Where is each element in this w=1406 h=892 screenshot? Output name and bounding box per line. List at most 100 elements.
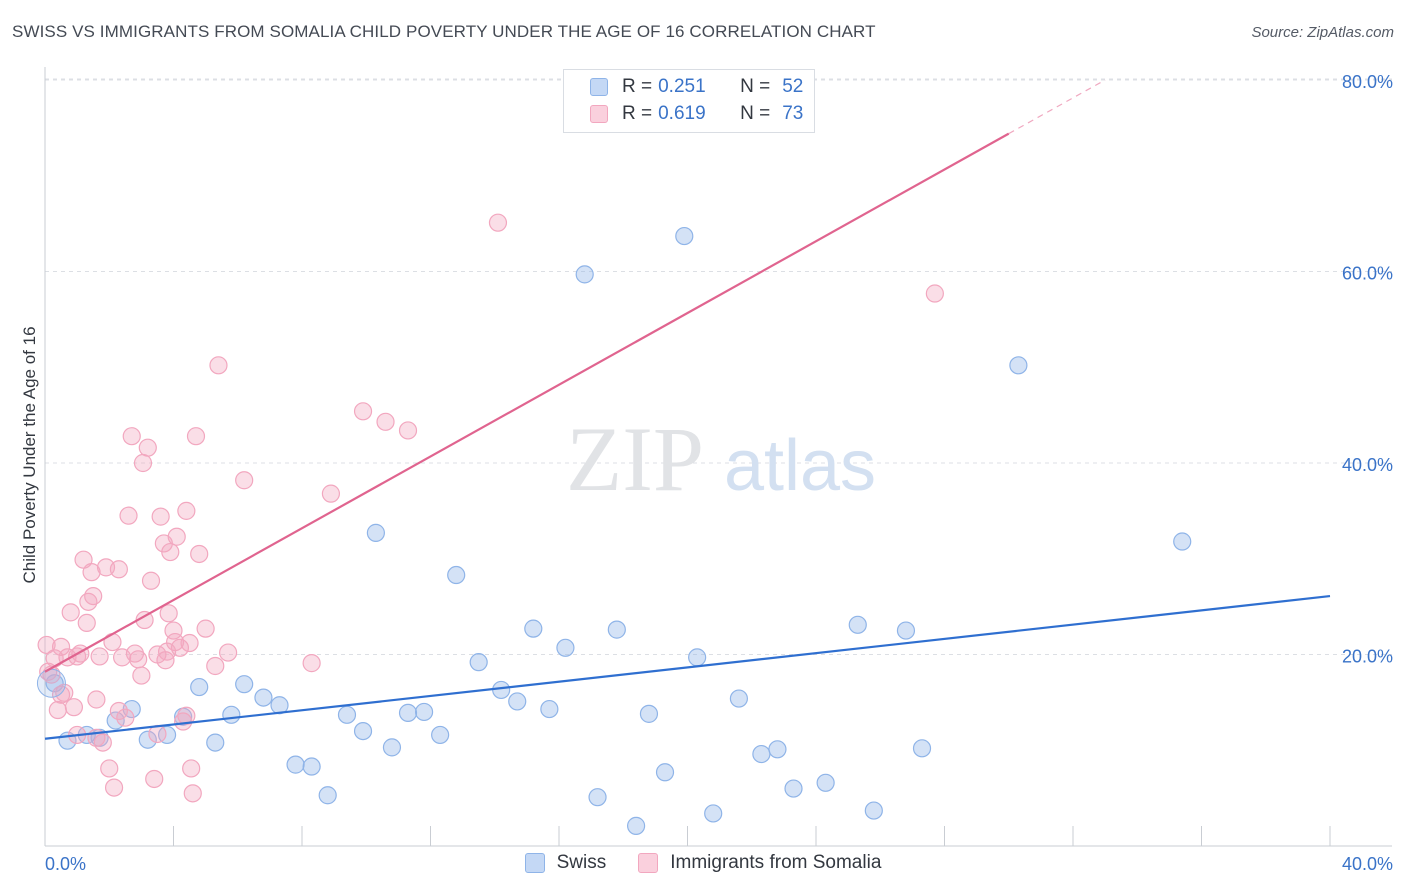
chart-title: SWISS VS IMMIGRANTS FROM SOMALIA CHILD P…: [12, 22, 876, 41]
somalia-swatch: [590, 105, 608, 123]
somalia-point: [77, 613, 96, 633]
y-tick-label: 40.0%: [1342, 455, 1393, 475]
swiss-point: [848, 615, 867, 634]
somalia-point: [161, 542, 180, 562]
n-label: N =: [740, 103, 771, 124]
watermark-atlas: atlas: [724, 426, 876, 506]
somalia-point: [159, 604, 178, 623]
somalia-point: [125, 644, 145, 663]
somalia-point: [180, 633, 199, 653]
somalia-point: [145, 769, 164, 789]
y-tick-label: 60.0%: [1342, 264, 1393, 284]
swiss-point: [414, 702, 434, 722]
somalia-point: [488, 213, 508, 232]
somalia-point: [122, 427, 141, 446]
swiss-point: [896, 621, 916, 640]
somalia-point: [148, 645, 167, 664]
somalia-point: [219, 643, 238, 662]
n-label: N =: [740, 76, 771, 97]
somalia-point: [209, 356, 228, 375]
somalia-point: [109, 560, 128, 579]
somalia-point: [167, 527, 186, 546]
legend-item-swiss[interactable]: Swiss: [524, 852, 607, 874]
somalia-point: [129, 650, 148, 669]
swiss-point: [556, 638, 575, 657]
source-credit: Source: ZipAtlas.com: [1251, 24, 1394, 41]
swiss-point: [524, 619, 543, 638]
somalia-point: [190, 544, 209, 564]
swiss-point: [447, 565, 466, 585]
somalia-point: [100, 759, 119, 778]
axes: [44, 67, 1392, 847]
swiss-point: [492, 680, 511, 700]
somalia-point: [376, 412, 395, 431]
swiss-swatch: [524, 853, 545, 873]
swiss-point: [508, 692, 527, 711]
n-value: 73: [782, 103, 804, 124]
somalia-point: [170, 638, 190, 657]
swiss-point: [157, 725, 177, 745]
somalia-point: [141, 571, 161, 590]
swiss-point: [639, 704, 659, 723]
swiss-swatch: [590, 78, 608, 96]
swiss-point: [366, 523, 385, 542]
swiss-point: [398, 703, 418, 723]
somalia-point: [186, 427, 206, 446]
somalia-point: [133, 453, 153, 473]
somalia-point: [235, 471, 254, 490]
grid-lines: [45, 78, 1392, 655]
somalia-point: [55, 683, 74, 702]
swiss-point: [337, 705, 357, 724]
somalia-point: [64, 698, 84, 717]
somalia-point: [132, 666, 151, 685]
swiss-trend-line: [44, 594, 1331, 740]
somalia-point: [925, 284, 944, 303]
somalia-point: [87, 690, 106, 709]
legend-item-somalia[interactable]: Immigrants from Somalia: [638, 852, 881, 874]
swiss-point: [912, 739, 932, 758]
legend-row-somalia: R = 0.619 N = 73: [590, 102, 803, 126]
legend-label: Immigrants from Somalia: [670, 852, 882, 873]
swiss-point: [655, 763, 675, 782]
swiss-point: [469, 653, 488, 672]
swiss-point: [36, 668, 66, 698]
x-tick-label: 0.0%: [45, 854, 86, 874]
swiss-point: [752, 744, 771, 764]
somalia-point: [206, 656, 225, 676]
somalia-swatch: [638, 853, 659, 873]
swiss-point: [688, 648, 707, 667]
swiss-point: [575, 265, 594, 284]
r-label: R =: [622, 103, 653, 124]
somalia-point: [37, 635, 56, 655]
swiss-point: [318, 786, 337, 805]
swiss-point: [1009, 356, 1028, 375]
x-tick-label: 40.0%: [1342, 854, 1393, 874]
swiss-point: [254, 688, 273, 707]
somalia-point: [84, 586, 103, 606]
legend-row-swiss: R = 0.251 N = 52: [590, 75, 803, 99]
y-tick-label: 80.0%: [1342, 72, 1393, 92]
n-value: 52: [782, 76, 804, 97]
somalia-point: [61, 603, 80, 622]
legend-label: Swiss: [556, 852, 607, 873]
swiss-point: [816, 773, 835, 792]
swiss-point: [190, 677, 209, 697]
somalia-trend-line: [44, 132, 1010, 673]
swiss-point: [588, 788, 607, 807]
swiss-point: [768, 740, 787, 759]
somalia-point: [177, 706, 196, 725]
somalia-point: [138, 438, 157, 457]
series-legend: Swiss Immigrants from Somalia: [0, 852, 1406, 874]
swiss-point: [626, 816, 646, 835]
swiss-point: [286, 755, 305, 774]
somalia-trend-extension: [1008, 79, 1106, 135]
watermark-zip: ZIP: [566, 408, 704, 510]
swiss-point: [675, 226, 694, 246]
swiss-point: [540, 699, 559, 719]
swiss-point: [729, 689, 749, 708]
swiss-point: [353, 721, 373, 741]
somalia-point: [166, 632, 185, 652]
somalia-point: [151, 507, 170, 526]
somalia-point: [51, 685, 71, 704]
